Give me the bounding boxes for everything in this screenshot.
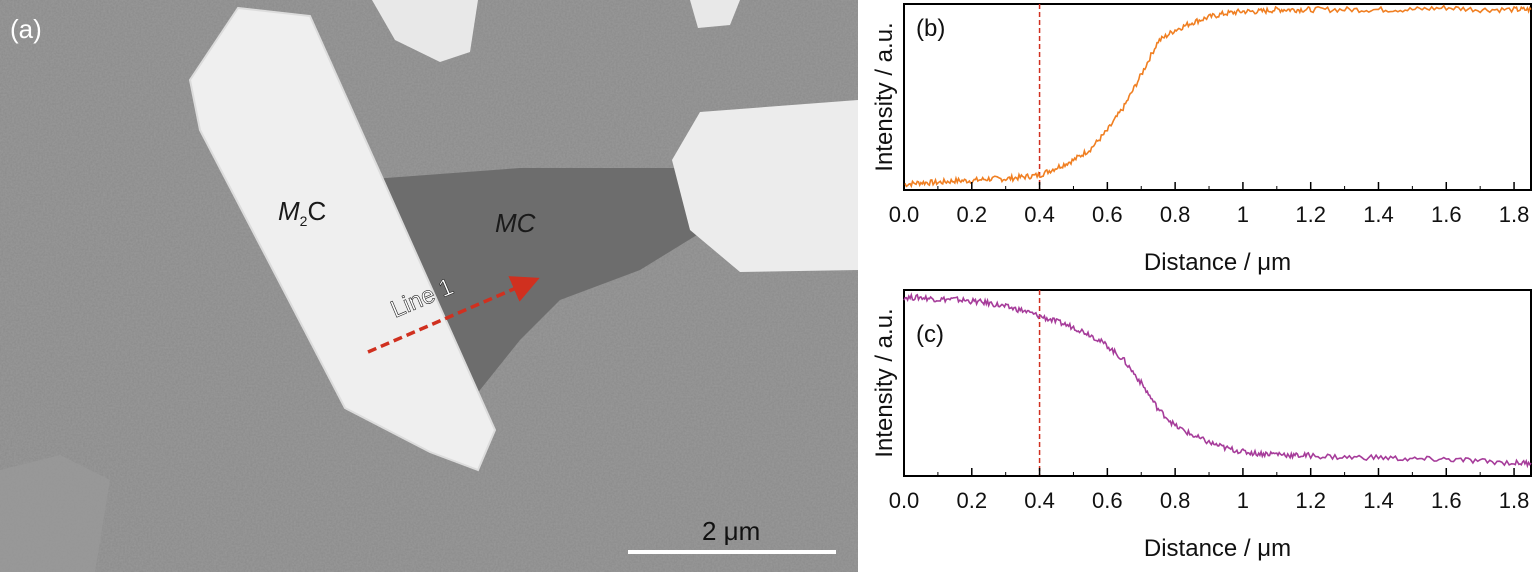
top-carbide-1 (372, 0, 478, 62)
x-tick-label: 0.0 (889, 202, 920, 227)
m2c-label: M2C (278, 196, 326, 229)
x-tick-label: 1.4 (1363, 202, 1394, 227)
x-tick-label: 0.2 (956, 488, 987, 513)
x-tick-label: 0.6 (1092, 202, 1123, 227)
x-tick-label: 1 (1237, 202, 1249, 227)
y-axis-label: Intensity / a.u. (871, 308, 898, 457)
chart-panel-c: 0.0 0.2 0.4 0.6 0.8 1 1.2 1.4 1.6 1.8 Distance / μ… (871, 289, 1532, 562)
mc-label: MC (495, 208, 536, 238)
x-axis-label: Distance / μm (1144, 249, 1291, 276)
panel-label: (b) (916, 15, 945, 42)
x-axis-label: Distance / μm (1144, 535, 1291, 562)
x-tick-label: 1.8 (1499, 488, 1530, 513)
line-1-arrow (367, 276, 540, 354)
x-tick-label: 0.6 (1092, 488, 1123, 513)
x-tick-label: 1.8 (1499, 202, 1530, 227)
scale-bar-label: 2 μm (702, 516, 760, 546)
panel-label-a: (a) (10, 14, 42, 44)
dark-region (0, 455, 110, 572)
plot-frame (903, 3, 1532, 191)
right-carbide (672, 100, 858, 272)
series-line (903, 4, 1532, 189)
x-tick-label: 1 (1237, 488, 1249, 513)
x-tick-label: 0.2 (956, 202, 987, 227)
x-tick-label: 0.8 (1160, 202, 1191, 227)
x-tick-label: 1.2 (1295, 202, 1326, 227)
sem-micrograph: (a) M2C MC Line 1 2 μm (0, 0, 858, 572)
top-carbide-2 (690, 0, 740, 28)
panel-label: (c) (916, 321, 944, 348)
x-tick-label: 1.2 (1295, 488, 1326, 513)
plot-frame (903, 289, 1532, 477)
x-tick-label: 0.8 (1160, 488, 1191, 513)
y-axis-label: Intensity / a.u. (871, 22, 898, 171)
x-tick-label: 0.4 (1024, 202, 1055, 227)
x-tick-label: 1.6 (1431, 202, 1462, 227)
x-tick-label: 0.4 (1024, 488, 1055, 513)
x-tick-label: 1.6 (1431, 488, 1462, 513)
chart-panel-b: 0.0 0.2 0.4 0.6 0.8 1 1.2 1.4 1.6 1.8 Distance / μ… (871, 3, 1532, 276)
m2c-carbide (188, 6, 497, 472)
series-line (903, 292, 1532, 469)
x-tick-label: 0.0 (889, 488, 920, 513)
x-tick-label: 1.4 (1363, 488, 1394, 513)
